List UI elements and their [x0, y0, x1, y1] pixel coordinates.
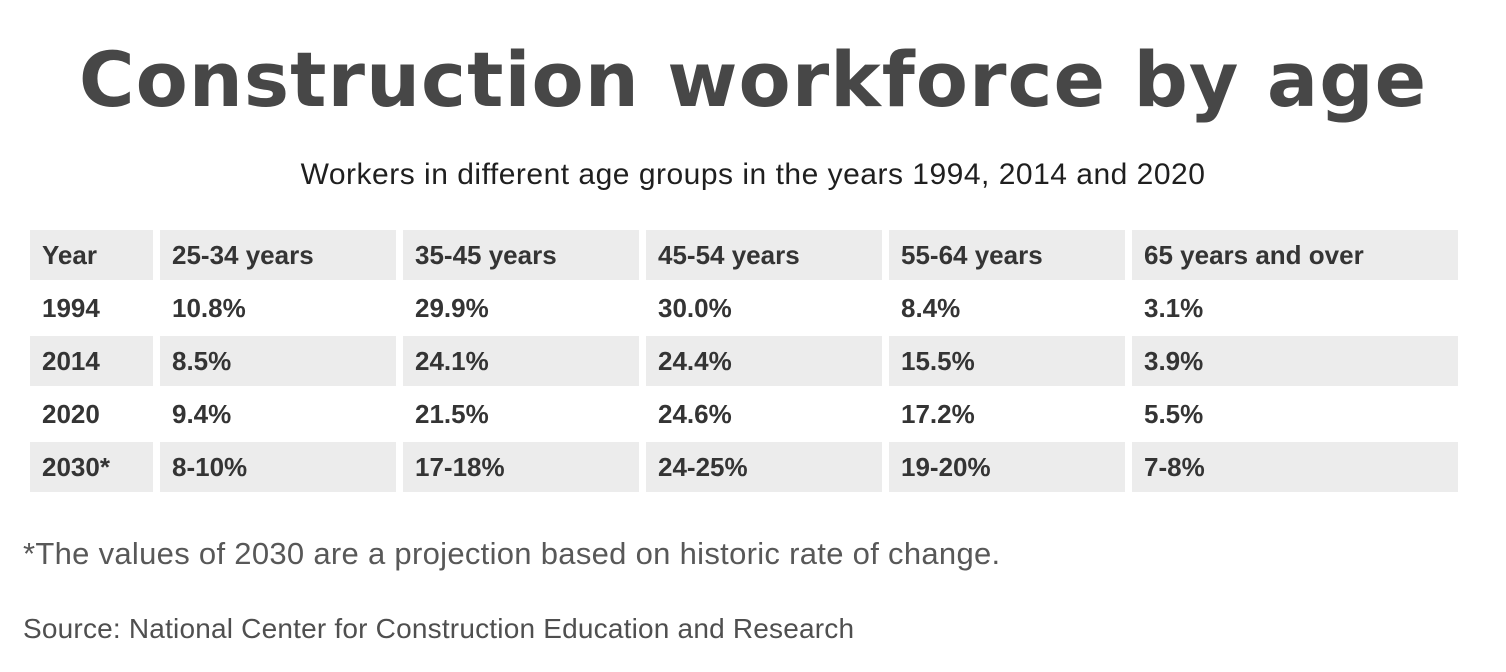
header-25-34-years: 25-34 years	[160, 230, 396, 280]
table-cell: 5.5%	[1132, 389, 1458, 439]
table-cell: 3.1%	[1132, 283, 1458, 333]
table-cell: 8.5%	[160, 336, 396, 386]
table-cell: 17.2%	[889, 389, 1125, 439]
table-cell: 17-18%	[403, 442, 639, 492]
table-cell: 3.9%	[1132, 336, 1458, 386]
workforce-age-table: Year 25-34 years 35-45 years 45-54 years…	[30, 230, 1458, 492]
row-label-2030-projection: 2030*	[30, 442, 153, 492]
table-cell: 9.4%	[160, 389, 396, 439]
table-cell: 29.9%	[403, 283, 639, 333]
header-55-64-years: 55-64 years	[889, 230, 1125, 280]
header-65-and-over: 65 years and over	[1132, 230, 1458, 280]
table-cell: 15.5%	[889, 336, 1125, 386]
table-cell: 8-10%	[160, 442, 396, 492]
table-cell: 24-25%	[646, 442, 882, 492]
row-label-1994: 1994	[30, 283, 153, 333]
table-cell: 24.4%	[646, 336, 882, 386]
table-cell: 19-20%	[889, 442, 1125, 492]
table-cell: 7-8%	[1132, 442, 1458, 492]
header-45-54-years: 45-54 years	[646, 230, 882, 280]
page-subtitle: Workers in different age groups in the y…	[300, 158, 1206, 191]
header-year: Year	[30, 230, 153, 280]
row-label-2014: 2014	[30, 336, 153, 386]
source-attribution: Source: National Center for Construction…	[23, 613, 855, 644]
table-cell: 30.0%	[646, 283, 882, 333]
row-label-2020: 2020	[30, 389, 153, 439]
table-cell: 24.6%	[646, 389, 882, 439]
table-cell: 8.4%	[889, 283, 1125, 333]
page-title: Construction workforce by age	[78, 35, 1428, 124]
table-cell: 21.5%	[403, 389, 639, 439]
table-cell: 10.8%	[160, 283, 396, 333]
header-35-45-years: 35-45 years	[403, 230, 639, 280]
table-cell: 24.1%	[403, 336, 639, 386]
projection-footnote: *The values of 2030 are a projection bas…	[23, 536, 1001, 571]
